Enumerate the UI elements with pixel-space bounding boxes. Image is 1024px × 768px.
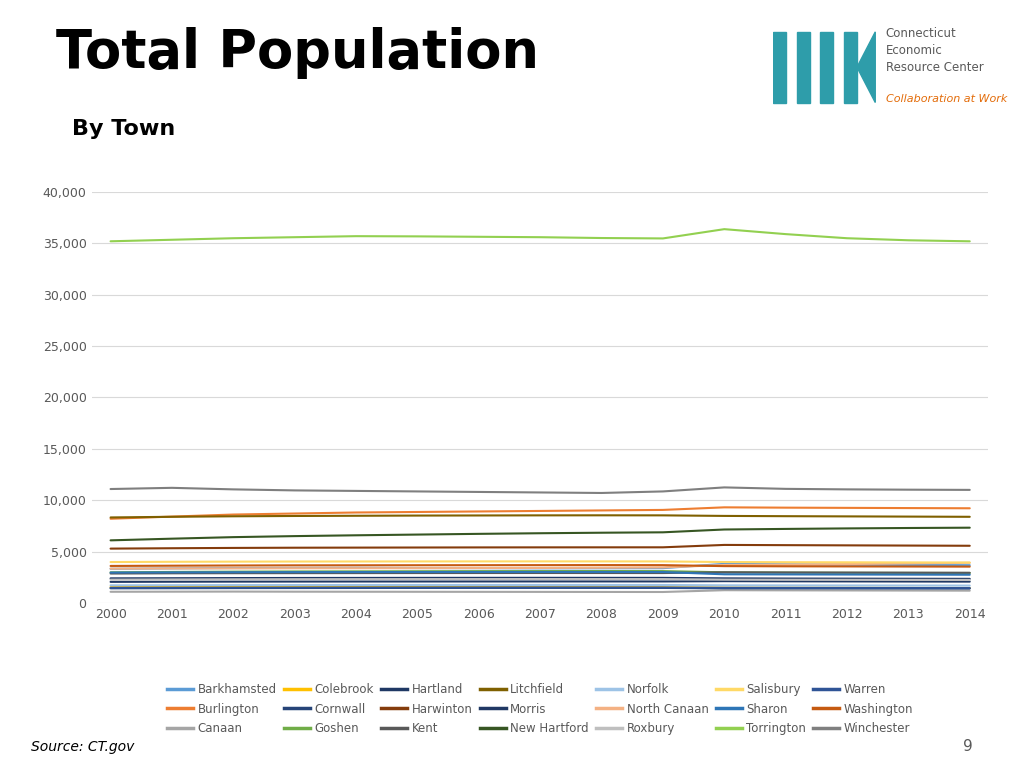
Bar <box>797 31 810 103</box>
Text: Source: CT.gov: Source: CT.gov <box>31 740 134 754</box>
Bar <box>844 31 857 103</box>
Bar <box>773 31 786 103</box>
Text: Collaboration at Work: Collaboration at Work <box>886 94 1008 104</box>
Text: Total Population: Total Population <box>56 27 540 79</box>
Bar <box>820 31 834 103</box>
Text: Connecticut
Economic
Resource Center: Connecticut Economic Resource Center <box>886 27 983 74</box>
Text: 9: 9 <box>963 739 973 754</box>
Polygon shape <box>857 31 876 103</box>
Text: By Town: By Town <box>72 119 175 139</box>
Legend: Barkhamsted, Burlington, Canaan, Colebrook, Cornwall, Goshen, Hartland, Harwinto: Barkhamsted, Burlington, Canaan, Colebro… <box>165 680 915 737</box>
